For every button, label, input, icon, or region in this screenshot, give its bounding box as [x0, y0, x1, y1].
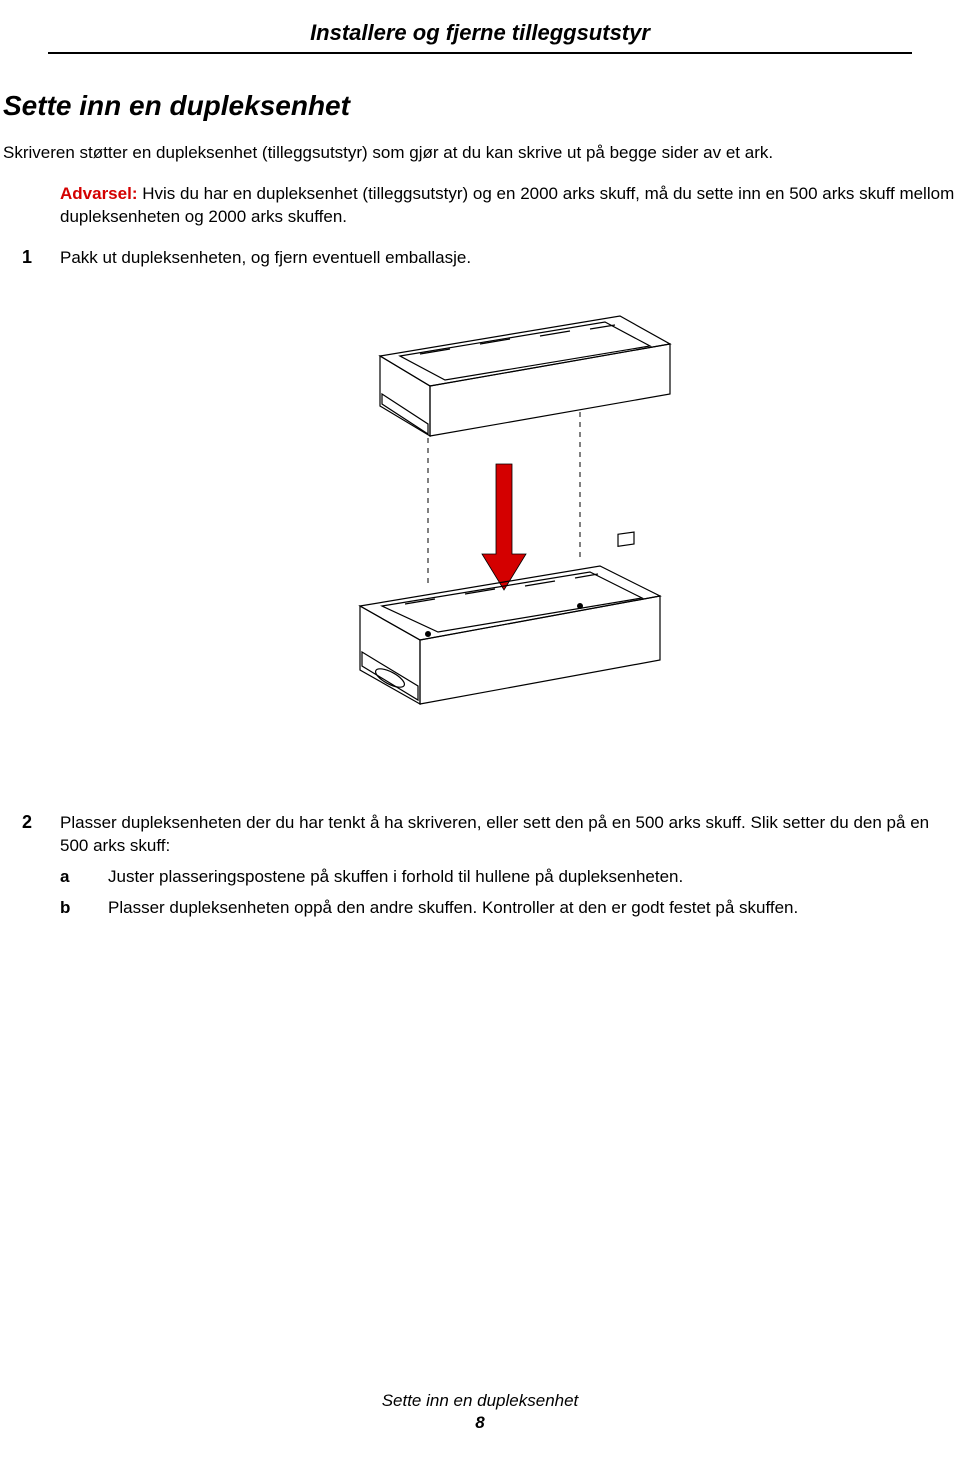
substep-b-letter: b	[60, 897, 108, 920]
substep-a: a Juster plasseringspostene på skuffen i…	[60, 866, 958, 889]
step-2-number: 2	[0, 812, 60, 833]
footer-title: Sette inn en dupleksenhet	[0, 1391, 960, 1411]
duplex-diagram: .l { stroke: #000; stroke-width: 1.2; fi…	[250, 294, 710, 774]
page-header-title: Installere og fjerne tilleggsutstyr	[0, 20, 960, 46]
header-rule	[48, 52, 912, 54]
step-1-text: Pakk ut dupleksenheten, og fjern eventue…	[60, 247, 958, 270]
warning-text: Hvis du har en dupleksenhet (tilleggsuts…	[60, 184, 954, 226]
substep-a-letter: a	[60, 866, 108, 889]
upper-unit	[380, 294, 670, 436]
step-2: 2 Plasser dupleksenheten der du har tenk…	[0, 812, 960, 920]
section-title: Sette inn en dupleksenhet	[0, 90, 960, 122]
substep-a-text: Juster plasseringspostene på skuffen i f…	[108, 866, 958, 889]
diagram-container: .l { stroke: #000; stroke-width: 1.2; fi…	[0, 294, 960, 774]
step-1-number: 1	[0, 247, 60, 268]
page-footer: Sette inn en dupleksenhet 8	[0, 1391, 960, 1433]
intro-paragraph: Skriveren støtter en dupleksenhet (tille…	[0, 142, 960, 165]
warning-label: Advarsel:	[60, 184, 137, 203]
step-2-text: Plasser dupleksenheten der du har tenkt …	[60, 813, 929, 855]
down-arrow-icon	[482, 464, 526, 590]
substep-b-text: Plasser dupleksenheten oppå den andre sk…	[108, 897, 958, 920]
step-2-content: Plasser dupleksenheten der du har tenkt …	[60, 812, 958, 920]
warning-block: Advarsel: Hvis du har en dupleksenhet (t…	[60, 183, 960, 229]
substep-b: b Plasser dupleksenheten oppå den andre …	[60, 897, 958, 920]
footer-page-number: 8	[0, 1413, 960, 1433]
step-1: 1 Pakk ut dupleksenheten, og fjern event…	[0, 247, 960, 270]
